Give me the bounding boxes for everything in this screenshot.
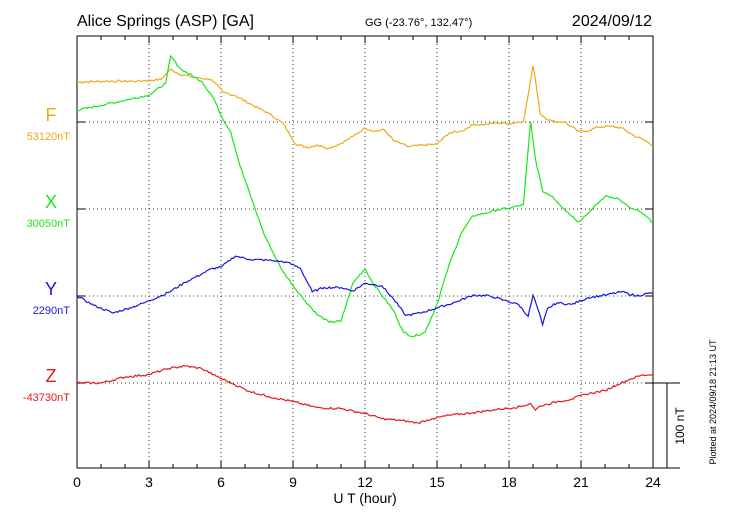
x-tick-label: 12 [357,474,373,490]
x-ticks: 0 3 6 9 12 15 18 21 24 [73,36,661,490]
plotted-timestamp: Plotted at 2024/09/18 21:13 UT [708,339,718,465]
scale-bar: 100 nT [653,382,687,469]
x-tick-label: 24 [645,474,661,490]
series-name-f: F [46,105,57,125]
x-tick-label: 15 [429,474,445,490]
series-name-z: Z [46,366,57,386]
station-title: Alice Springs (ASP) [GA] [77,13,254,30]
series-line-f [76,65,654,150]
series-labels: F 53120nT X 30050nT Y 2290nT Z -43730nT [23,105,70,404]
series-baseline-y: 2290nT [33,305,71,317]
x-tick-label: 9 [289,474,297,490]
coords-label: GG (-23.76°, 132.47°) [365,17,472,29]
series-line-x [76,54,654,338]
series-baseline-x: 30050nT [27,218,71,230]
x-tick-label: 6 [217,474,225,490]
x-axis-label: U T (hour) [333,490,396,506]
x-tick-label: 0 [73,474,81,490]
series-name-y: Y [45,279,57,299]
series-name-x: X [45,192,57,212]
vertical-grid [148,36,582,468]
series-line-y [76,255,654,328]
horizontal-grid [77,121,653,384]
x-tick-label: 21 [573,474,589,490]
series-baseline-f: 53120nT [27,131,71,143]
x-tick-label: 3 [145,474,153,490]
x-tick-label: 18 [501,474,517,490]
series-baseline-z: -43730nT [23,392,70,404]
series-line-z [76,364,654,425]
series-lines [76,54,654,425]
date-label: 2024/09/12 [572,13,652,30]
scale-bar-label: 100 nT [673,407,687,445]
